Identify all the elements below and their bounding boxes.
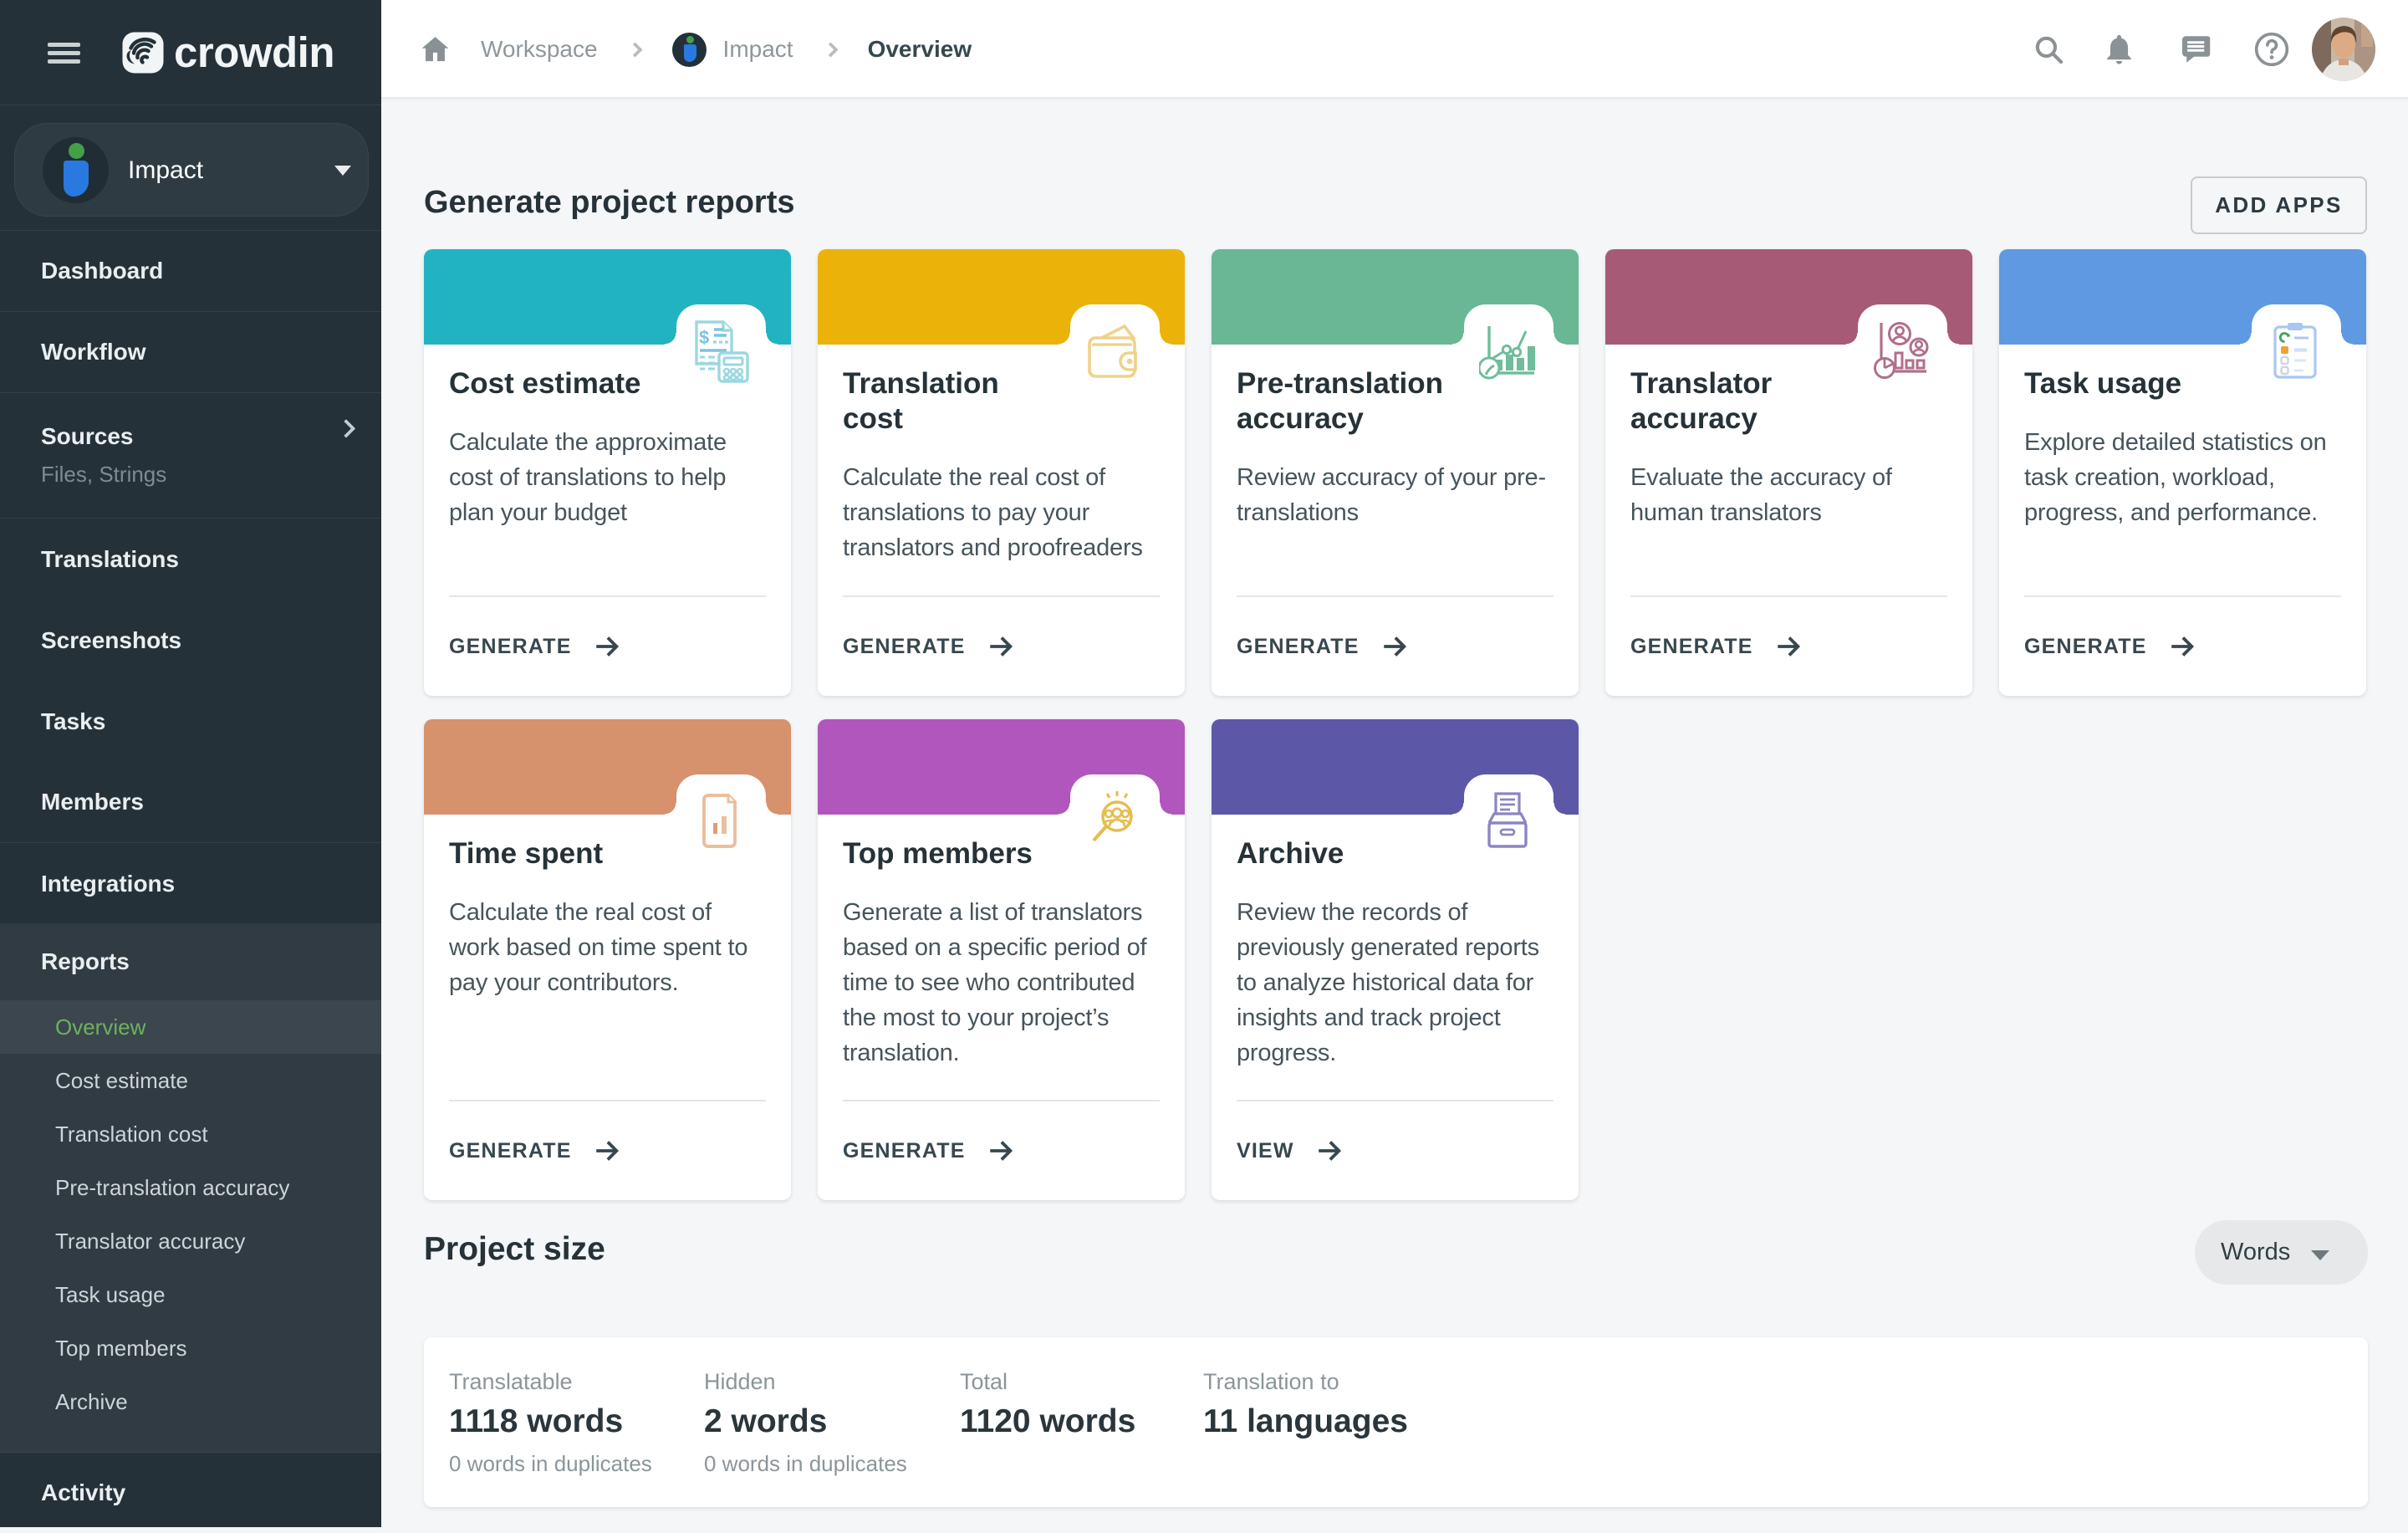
svg-text:$: $ — [699, 327, 709, 348]
